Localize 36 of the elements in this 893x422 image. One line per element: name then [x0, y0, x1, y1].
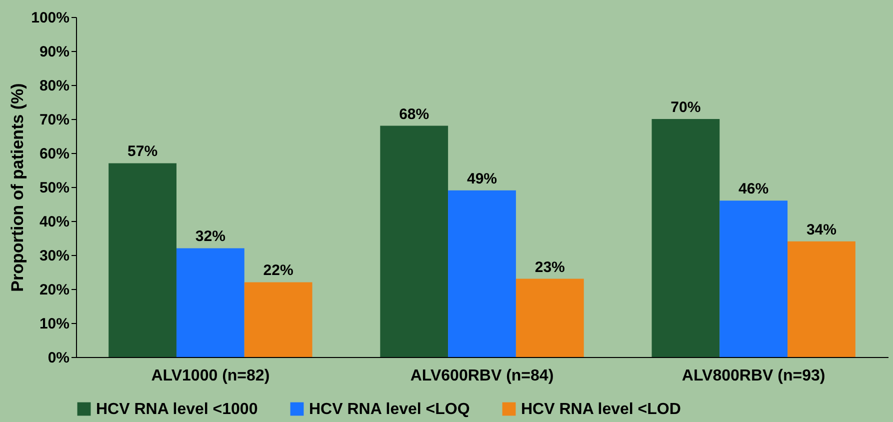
- bar: [448, 190, 516, 357]
- bar: [244, 282, 312, 357]
- data-label: 70%: [670, 99, 701, 116]
- data-label: 68%: [399, 106, 430, 123]
- bar: [788, 241, 856, 357]
- y-tick-label: 70%: [39, 112, 70, 128]
- legend-label: HCV RNA level <LOD: [521, 401, 681, 418]
- data-label: 23%: [534, 258, 565, 276]
- data-label: 46%: [738, 180, 769, 198]
- y-tick-label: 100%: [31, 10, 70, 26]
- bar: [516, 278, 584, 357]
- x-tick-label: ALV1000 (n=82): [151, 368, 270, 384]
- y-tick-label: 60%: [39, 146, 70, 162]
- y-tick-label: 80%: [39, 78, 70, 94]
- y-tick-label: 90%: [39, 44, 70, 60]
- bar: [380, 126, 448, 357]
- legend-label: HCV RNA level <LOQ: [309, 401, 470, 418]
- legend-label: HCV RNA level <1000: [96, 401, 258, 418]
- bar: [720, 200, 788, 357]
- data-label: 57%: [128, 143, 158, 160]
- y-tick-label: 0%: [48, 350, 70, 366]
- y-tick-label: 40%: [39, 214, 70, 230]
- y-axis-title: Proportion of patients (%): [8, 83, 28, 292]
- bar: [108, 163, 176, 357]
- data-label: 49%: [466, 170, 498, 188]
- bar: [176, 248, 244, 357]
- data-label: 22%: [263, 262, 294, 280]
- y-tick-label: 50%: [39, 180, 70, 196]
- bar: [652, 119, 720, 357]
- y-tick-label: 20%: [39, 282, 70, 298]
- y-tick-label: 10%: [39, 316, 70, 332]
- y-tick-label: 30%: [39, 248, 70, 264]
- data-label: 34%: [806, 221, 836, 238]
- x-tick-label: ALV800RBV (n=93): [682, 368, 826, 384]
- data-label: 32%: [195, 228, 226, 246]
- x-tick-label: ALV600RBV (n=84): [410, 368, 554, 384]
